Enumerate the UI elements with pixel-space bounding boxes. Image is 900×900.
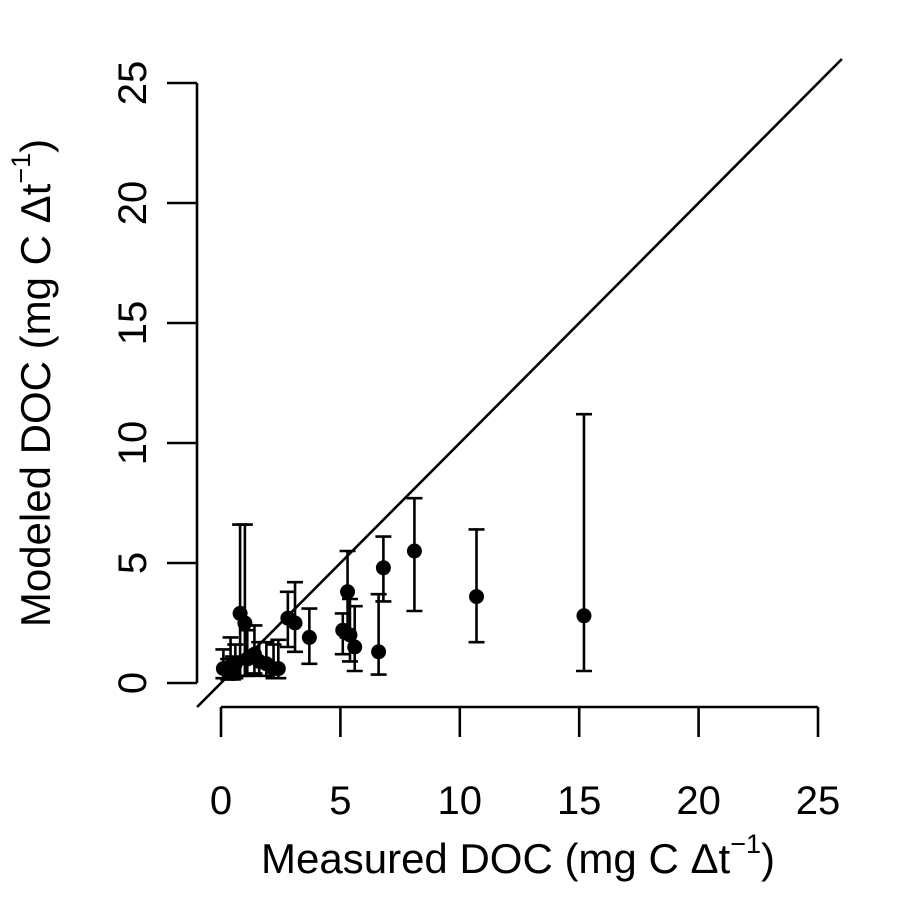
data-point-group bbox=[346, 604, 363, 673]
data-point-group bbox=[370, 592, 387, 676]
data-point bbox=[340, 584, 356, 600]
y-tick-label: 25 bbox=[111, 61, 155, 106]
y-axis: 0 5 10 15 20 25 bbox=[111, 61, 199, 694]
data-point-group bbox=[468, 528, 485, 644]
data-point-group bbox=[301, 607, 318, 666]
data-point-group bbox=[236, 523, 253, 678]
data-point bbox=[469, 589, 485, 605]
y-tick-label: 20 bbox=[111, 181, 155, 226]
data-point bbox=[287, 615, 303, 631]
data-point bbox=[347, 639, 363, 655]
x-tick-label: 5 bbox=[329, 779, 351, 823]
y-axis-label: Modeled DOC (mg C Δt−1) bbox=[6, 139, 59, 627]
data-point bbox=[576, 608, 592, 624]
data-point-group bbox=[375, 535, 392, 603]
x-tick-label: 20 bbox=[676, 779, 721, 823]
data-point-group bbox=[575, 412, 592, 673]
x-tick-label: 0 bbox=[210, 779, 232, 823]
x-axis-label: Measured DOC (mg C Δt−1) bbox=[261, 829, 775, 882]
data-point bbox=[371, 644, 387, 660]
data-point-group bbox=[406, 496, 423, 613]
data-point bbox=[237, 615, 253, 631]
data-point bbox=[375, 560, 391, 576]
y-tick-label: 0 bbox=[111, 672, 155, 694]
x-tick-label: 10 bbox=[438, 779, 483, 823]
data-point bbox=[406, 543, 422, 559]
data-point bbox=[301, 629, 317, 645]
data-point-group bbox=[270, 638, 287, 680]
x-tick-label: 15 bbox=[557, 779, 602, 823]
plot-area bbox=[196, 58, 843, 708]
data-point-group bbox=[287, 580, 304, 654]
y-tick-label: 5 bbox=[111, 552, 155, 574]
one-to-one-line bbox=[196, 58, 843, 708]
x-tick-label: 25 bbox=[796, 779, 841, 823]
x-axis: 0 5 10 15 20 25 bbox=[210, 705, 841, 823]
data-point bbox=[270, 661, 286, 677]
y-tick-label: 10 bbox=[111, 421, 155, 466]
y-tick-label: 15 bbox=[111, 301, 155, 346]
